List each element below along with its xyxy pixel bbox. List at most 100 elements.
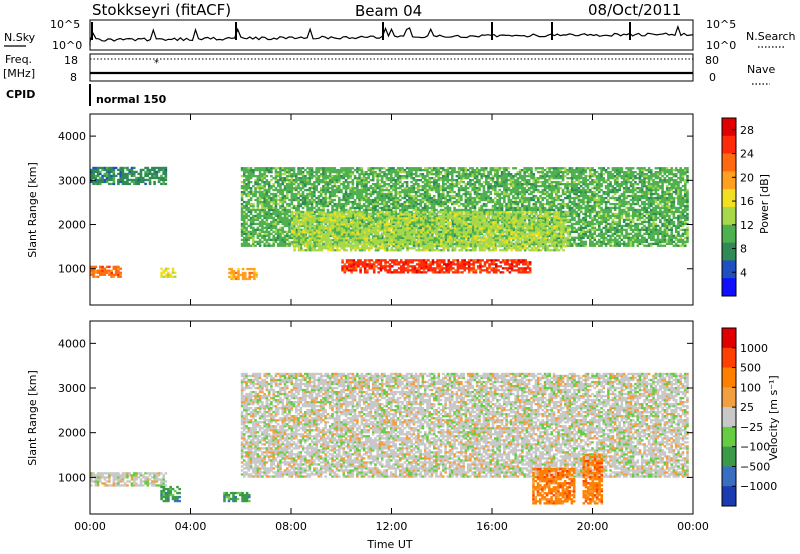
data-cell xyxy=(342,167,346,170)
data-cell xyxy=(310,190,314,194)
data-cell xyxy=(148,182,152,186)
data-cell xyxy=(256,202,260,206)
data-cell xyxy=(387,204,391,208)
data-cell xyxy=(351,192,355,196)
data-cell xyxy=(509,181,513,184)
data-cell xyxy=(243,242,246,245)
data-cell xyxy=(358,228,361,231)
data-cell xyxy=(374,218,377,222)
data-cell xyxy=(324,187,327,190)
data-cell xyxy=(317,202,321,206)
data-cell xyxy=(173,275,177,278)
data-cell xyxy=(573,202,576,206)
data-cell xyxy=(267,238,271,241)
data-cell xyxy=(451,175,454,178)
data-cell xyxy=(541,190,545,194)
data-cell xyxy=(247,238,251,241)
data-cell xyxy=(417,169,420,172)
data-cell xyxy=(272,200,275,204)
data-cell xyxy=(304,236,307,239)
data-cell xyxy=(274,167,278,170)
data-cell xyxy=(265,228,269,231)
data-cell xyxy=(121,168,125,172)
data-cell xyxy=(394,202,398,206)
data-cell xyxy=(579,192,583,196)
data-cell xyxy=(428,187,431,190)
data-cell xyxy=(281,188,285,192)
data-cell xyxy=(579,220,583,224)
data-cell xyxy=(299,192,303,196)
data-cell xyxy=(503,190,506,194)
data-cell xyxy=(313,220,316,224)
data-cell xyxy=(342,194,346,198)
data-cell xyxy=(101,176,104,180)
data-cell xyxy=(344,185,348,188)
data-cell xyxy=(335,208,339,212)
data-cell xyxy=(546,181,549,184)
data-cell xyxy=(530,187,533,190)
data-cell xyxy=(258,198,262,202)
data-cell xyxy=(358,202,361,206)
data-cell xyxy=(126,176,129,180)
data-cell xyxy=(374,190,377,194)
data-cell xyxy=(575,242,578,245)
data-cell xyxy=(164,182,168,186)
data-cell xyxy=(263,187,266,190)
data-cell xyxy=(509,216,513,220)
data-cell xyxy=(426,190,429,194)
data-cell xyxy=(521,208,524,212)
data-cell xyxy=(249,218,253,222)
data-cell xyxy=(394,210,398,214)
data-cell xyxy=(414,214,418,218)
data-cell xyxy=(263,200,266,204)
data-cell xyxy=(512,238,515,241)
data-cell xyxy=(99,182,102,186)
data-cell xyxy=(164,269,168,272)
data-cell xyxy=(478,183,481,186)
data-cell xyxy=(401,183,404,186)
data-cell xyxy=(532,185,536,188)
data-cell xyxy=(539,202,542,206)
data-cell xyxy=(263,242,266,245)
data-cell xyxy=(301,198,305,202)
data-cell xyxy=(550,208,554,212)
data-cell xyxy=(243,179,246,182)
data-cell xyxy=(279,177,282,180)
data-cell xyxy=(546,198,549,202)
data-cell xyxy=(101,174,104,178)
data-cell xyxy=(315,179,318,182)
data-cell xyxy=(453,232,456,235)
data-cell xyxy=(582,244,585,247)
data-cell xyxy=(390,181,393,184)
data-cell xyxy=(550,192,554,196)
data-cell xyxy=(247,187,251,190)
data-cell xyxy=(410,206,413,210)
data-cell xyxy=(537,208,540,212)
data-cell xyxy=(367,222,370,226)
data-cell xyxy=(480,173,483,176)
data-cell xyxy=(365,194,368,198)
data-cell xyxy=(543,192,547,196)
data-cell xyxy=(371,204,375,208)
data-cell xyxy=(353,187,357,190)
data-cell xyxy=(530,206,533,210)
data-cell xyxy=(245,200,248,204)
data-cell xyxy=(274,214,278,218)
data-cell xyxy=(534,204,538,208)
data-cell xyxy=(380,234,384,237)
data-cell xyxy=(290,206,294,210)
data-cell xyxy=(408,200,411,204)
data-cell xyxy=(283,218,287,222)
data-cell xyxy=(521,198,524,202)
data-cell xyxy=(349,181,352,184)
data-cell xyxy=(514,167,517,170)
data-cell xyxy=(514,196,517,200)
data-cell xyxy=(249,210,253,214)
data-cell xyxy=(347,194,350,198)
data-cell xyxy=(480,169,483,172)
data-cell xyxy=(347,183,350,186)
data-cell xyxy=(367,206,370,210)
data-cell xyxy=(399,167,402,170)
data-cell xyxy=(153,166,156,170)
data-cell xyxy=(279,192,282,196)
